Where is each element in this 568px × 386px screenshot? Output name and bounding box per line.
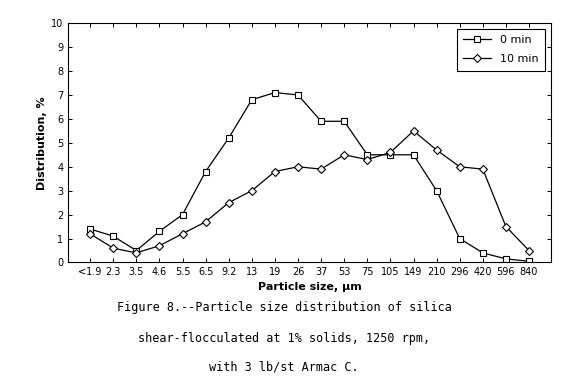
Text: Figure 8.--Particle size distribution of silica: Figure 8.--Particle size distribution of… bbox=[116, 301, 452, 314]
0 min bbox=[202, 169, 209, 174]
0 min bbox=[410, 152, 417, 157]
10 min bbox=[433, 148, 440, 152]
0 min bbox=[248, 97, 255, 102]
0 min bbox=[503, 257, 509, 261]
0 min bbox=[225, 136, 232, 141]
10 min bbox=[387, 150, 394, 155]
10 min bbox=[479, 167, 486, 171]
0 min bbox=[318, 119, 324, 124]
0 min bbox=[479, 251, 486, 255]
Legend: 0 min, 10 min: 0 min, 10 min bbox=[457, 29, 545, 71]
10 min bbox=[341, 152, 348, 157]
0 min bbox=[525, 259, 532, 264]
0 min bbox=[133, 248, 140, 253]
0 min bbox=[364, 152, 371, 157]
0 min bbox=[272, 90, 278, 95]
0 min bbox=[341, 119, 348, 124]
10 min bbox=[456, 164, 463, 169]
0 min bbox=[110, 234, 116, 239]
Line: 10 min: 10 min bbox=[87, 128, 532, 256]
10 min bbox=[248, 188, 255, 193]
0 min bbox=[433, 188, 440, 193]
10 min bbox=[156, 244, 163, 248]
Text: with 3 lb/st Armac C.: with 3 lb/st Armac C. bbox=[209, 361, 359, 374]
Text: shear-flocculated at 1% solids, 1250 rpm,: shear-flocculated at 1% solids, 1250 rpm… bbox=[138, 332, 430, 345]
0 min bbox=[179, 212, 186, 217]
0 min bbox=[156, 229, 163, 234]
10 min bbox=[110, 246, 116, 251]
10 min bbox=[225, 200, 232, 205]
0 min bbox=[456, 236, 463, 241]
10 min bbox=[525, 248, 532, 253]
10 min bbox=[87, 232, 94, 236]
Y-axis label: Distribution, %: Distribution, % bbox=[37, 96, 47, 190]
10 min bbox=[179, 232, 186, 236]
0 min bbox=[87, 227, 94, 231]
10 min bbox=[410, 129, 417, 133]
X-axis label: Particle size, μm: Particle size, μm bbox=[258, 281, 361, 291]
10 min bbox=[364, 157, 371, 162]
10 min bbox=[133, 251, 140, 255]
10 min bbox=[295, 164, 302, 169]
10 min bbox=[318, 167, 324, 171]
10 min bbox=[272, 169, 278, 174]
0 min bbox=[387, 152, 394, 157]
Line: 0 min: 0 min bbox=[87, 90, 532, 264]
10 min bbox=[202, 220, 209, 224]
10 min bbox=[503, 224, 509, 229]
0 min bbox=[295, 93, 302, 97]
